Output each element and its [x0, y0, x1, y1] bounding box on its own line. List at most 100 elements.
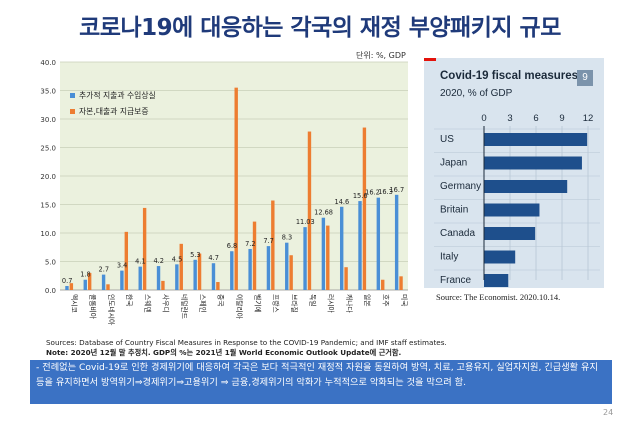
- x-tick-label: 브라질: [290, 294, 299, 313]
- bar-loans-guarantees: [289, 255, 293, 290]
- x-tick-label: 미국: [400, 294, 409, 307]
- summary-note: - 전례없는 Covid-19로 인한 경제위기에 대응하여 각국은 보다 적극…: [30, 360, 612, 404]
- data-label: 4.5: [172, 255, 183, 263]
- economist-chart-panel: 0 3 6 9 12 US Japan Germany Britain Canada Italy Fr…: [424, 58, 604, 288]
- data-label: 16.2: [365, 189, 380, 197]
- data-label: 2.7: [99, 266, 110, 274]
- bar-spending: [156, 266, 161, 290]
- y-tick-label: 15.0: [40, 202, 56, 210]
- bar-spending: [285, 242, 289, 290]
- bar-loans-guarantees: [124, 231, 129, 290]
- category-label: France: [440, 275, 472, 286]
- x-tick-label: 일본: [363, 294, 372, 307]
- category-label: Canada: [440, 228, 475, 239]
- data-label: 1.8: [80, 271, 91, 279]
- data-label: 16.3: [378, 188, 393, 196]
- bar-spending: [358, 201, 362, 290]
- legend-swatch: [70, 93, 75, 98]
- chart-number-badge: 9: [577, 70, 593, 86]
- data-label: 6.8: [227, 242, 238, 250]
- data-label: 11.03: [296, 218, 315, 226]
- page-number: 24: [603, 408, 614, 417]
- y-tick-label: 20.0: [40, 173, 56, 181]
- bar-spending: [65, 286, 69, 290]
- x-tick-label: 이탈리아: [235, 294, 244, 320]
- x-tick-label: 캐나다: [345, 294, 354, 314]
- bar-spending: [175, 264, 179, 290]
- x-tick-label: 벨기에: [253, 294, 262, 313]
- x-tick-label: 콜롬비아: [88, 294, 97, 320]
- bar-spending: [376, 197, 381, 290]
- bar-spending: [266, 246, 271, 290]
- x-tick-label: 멕시코: [70, 294, 79, 313]
- bar-spending: [248, 248, 252, 290]
- category-label: Germany: [440, 181, 481, 192]
- legend-label: 자본,대출과 지급보증: [79, 106, 149, 116]
- data-label: 3.4: [117, 262, 128, 270]
- x-tick-label: 6: [533, 113, 538, 124]
- bar-spending: [120, 270, 124, 290]
- x-tick-label: 독일: [308, 294, 317, 307]
- bar-fiscal-measures: [484, 180, 568, 193]
- bar-loans-guarantees: [252, 221, 257, 290]
- economist-chart: 0 3 6 9 12 US Japan Germany Britain Canada Italy Fr…: [424, 58, 600, 287]
- data-label: 14.6: [335, 198, 350, 206]
- chart-source: Sources: Database of Country Fiscal Meas…: [46, 338, 447, 347]
- data-label: 16.7: [389, 186, 404, 194]
- chart-note: Note: 2020년 12월 말 추정치. GDP의 %는 2021년 1월 …: [46, 348, 402, 357]
- bar-loans-guarantees: [344, 267, 348, 290]
- x-tick-label: 러시아: [327, 294, 336, 314]
- bar-fiscal-measures: [484, 156, 582, 170]
- x-tick-label: 프랑스: [272, 294, 280, 313]
- economist-chart-title: Covid-19 fiscal measures: [440, 70, 579, 82]
- x-tick-label: 스페인: [198, 294, 207, 313]
- x-tick-label: 네덜란드: [180, 294, 189, 319]
- bar-loans-guarantees: [197, 253, 202, 290]
- x-tick-label: 3: [507, 113, 512, 124]
- bar-loans-guarantees: [216, 282, 220, 290]
- bar-fiscal-measures: [484, 133, 588, 146]
- x-tick-label: 인도네시아: [107, 294, 116, 326]
- data-label: 4.1: [135, 258, 146, 266]
- bar-loans-guarantees: [381, 279, 385, 290]
- bar-loans-guarantees: [179, 243, 183, 290]
- bar-spending: [303, 227, 307, 290]
- bar-spending: [230, 251, 234, 290]
- bar-loans-guarantees: [326, 225, 330, 290]
- brand-tag: [424, 58, 436, 61]
- category-label: Britain: [440, 205, 468, 216]
- economist-chart-subtitle: 2020, % of GDP: [440, 88, 513, 99]
- unit-label: 단위: %, GDP: [356, 51, 406, 60]
- data-label: 5.3: [190, 251, 201, 259]
- data-label: 12.68: [314, 209, 333, 217]
- bar-loans-guarantees: [271, 200, 275, 290]
- bar-spending: [83, 279, 87, 290]
- y-tick-label: 25.0: [40, 145, 56, 153]
- legend-label: 추가적 지출과 수입상실: [79, 90, 156, 100]
- x-tick-label: 중국: [217, 294, 225, 307]
- bar-loans-guarantees: [399, 276, 403, 290]
- bar-loans-guarantees: [87, 272, 92, 290]
- y-tick-label: 10.0: [40, 230, 56, 238]
- bar-loans-guarantees: [161, 280, 165, 290]
- y-tick-label: 30.0: [40, 116, 56, 124]
- x-tick-label: 0: [481, 113, 486, 124]
- x-tick-label: 한국: [125, 294, 133, 307]
- bar-spending: [321, 217, 326, 290]
- bar-fiscal-measures: [484, 250, 516, 264]
- bar-spending: [193, 259, 197, 290]
- category-label: Italy: [440, 252, 458, 263]
- data-label: 7.2: [245, 240, 256, 248]
- summary-note-text: - 전례없는 Covid-19로 인한 경제위기에 대응하여 각국은 보다 적극…: [36, 362, 598, 388]
- bar-loans-guarantees: [234, 87, 238, 291]
- x-tick-label: 사우디: [162, 294, 171, 313]
- fiscal-package-chart: 0.0 5.0 10.0 15.0 20.0 25.0 30.0 35.0 40.0 멕시코 콜롬비…: [40, 59, 409, 326]
- x-tick-label: 12: [583, 113, 594, 124]
- bar-spending: [339, 206, 344, 290]
- bar-fiscal-measures: [484, 227, 536, 240]
- category-label: US: [440, 134, 454, 145]
- bar-spending: [138, 266, 142, 290]
- data-label: 15.6: [353, 192, 368, 200]
- legend-swatch: [70, 109, 75, 114]
- bar-fiscal-measures: [484, 274, 509, 287]
